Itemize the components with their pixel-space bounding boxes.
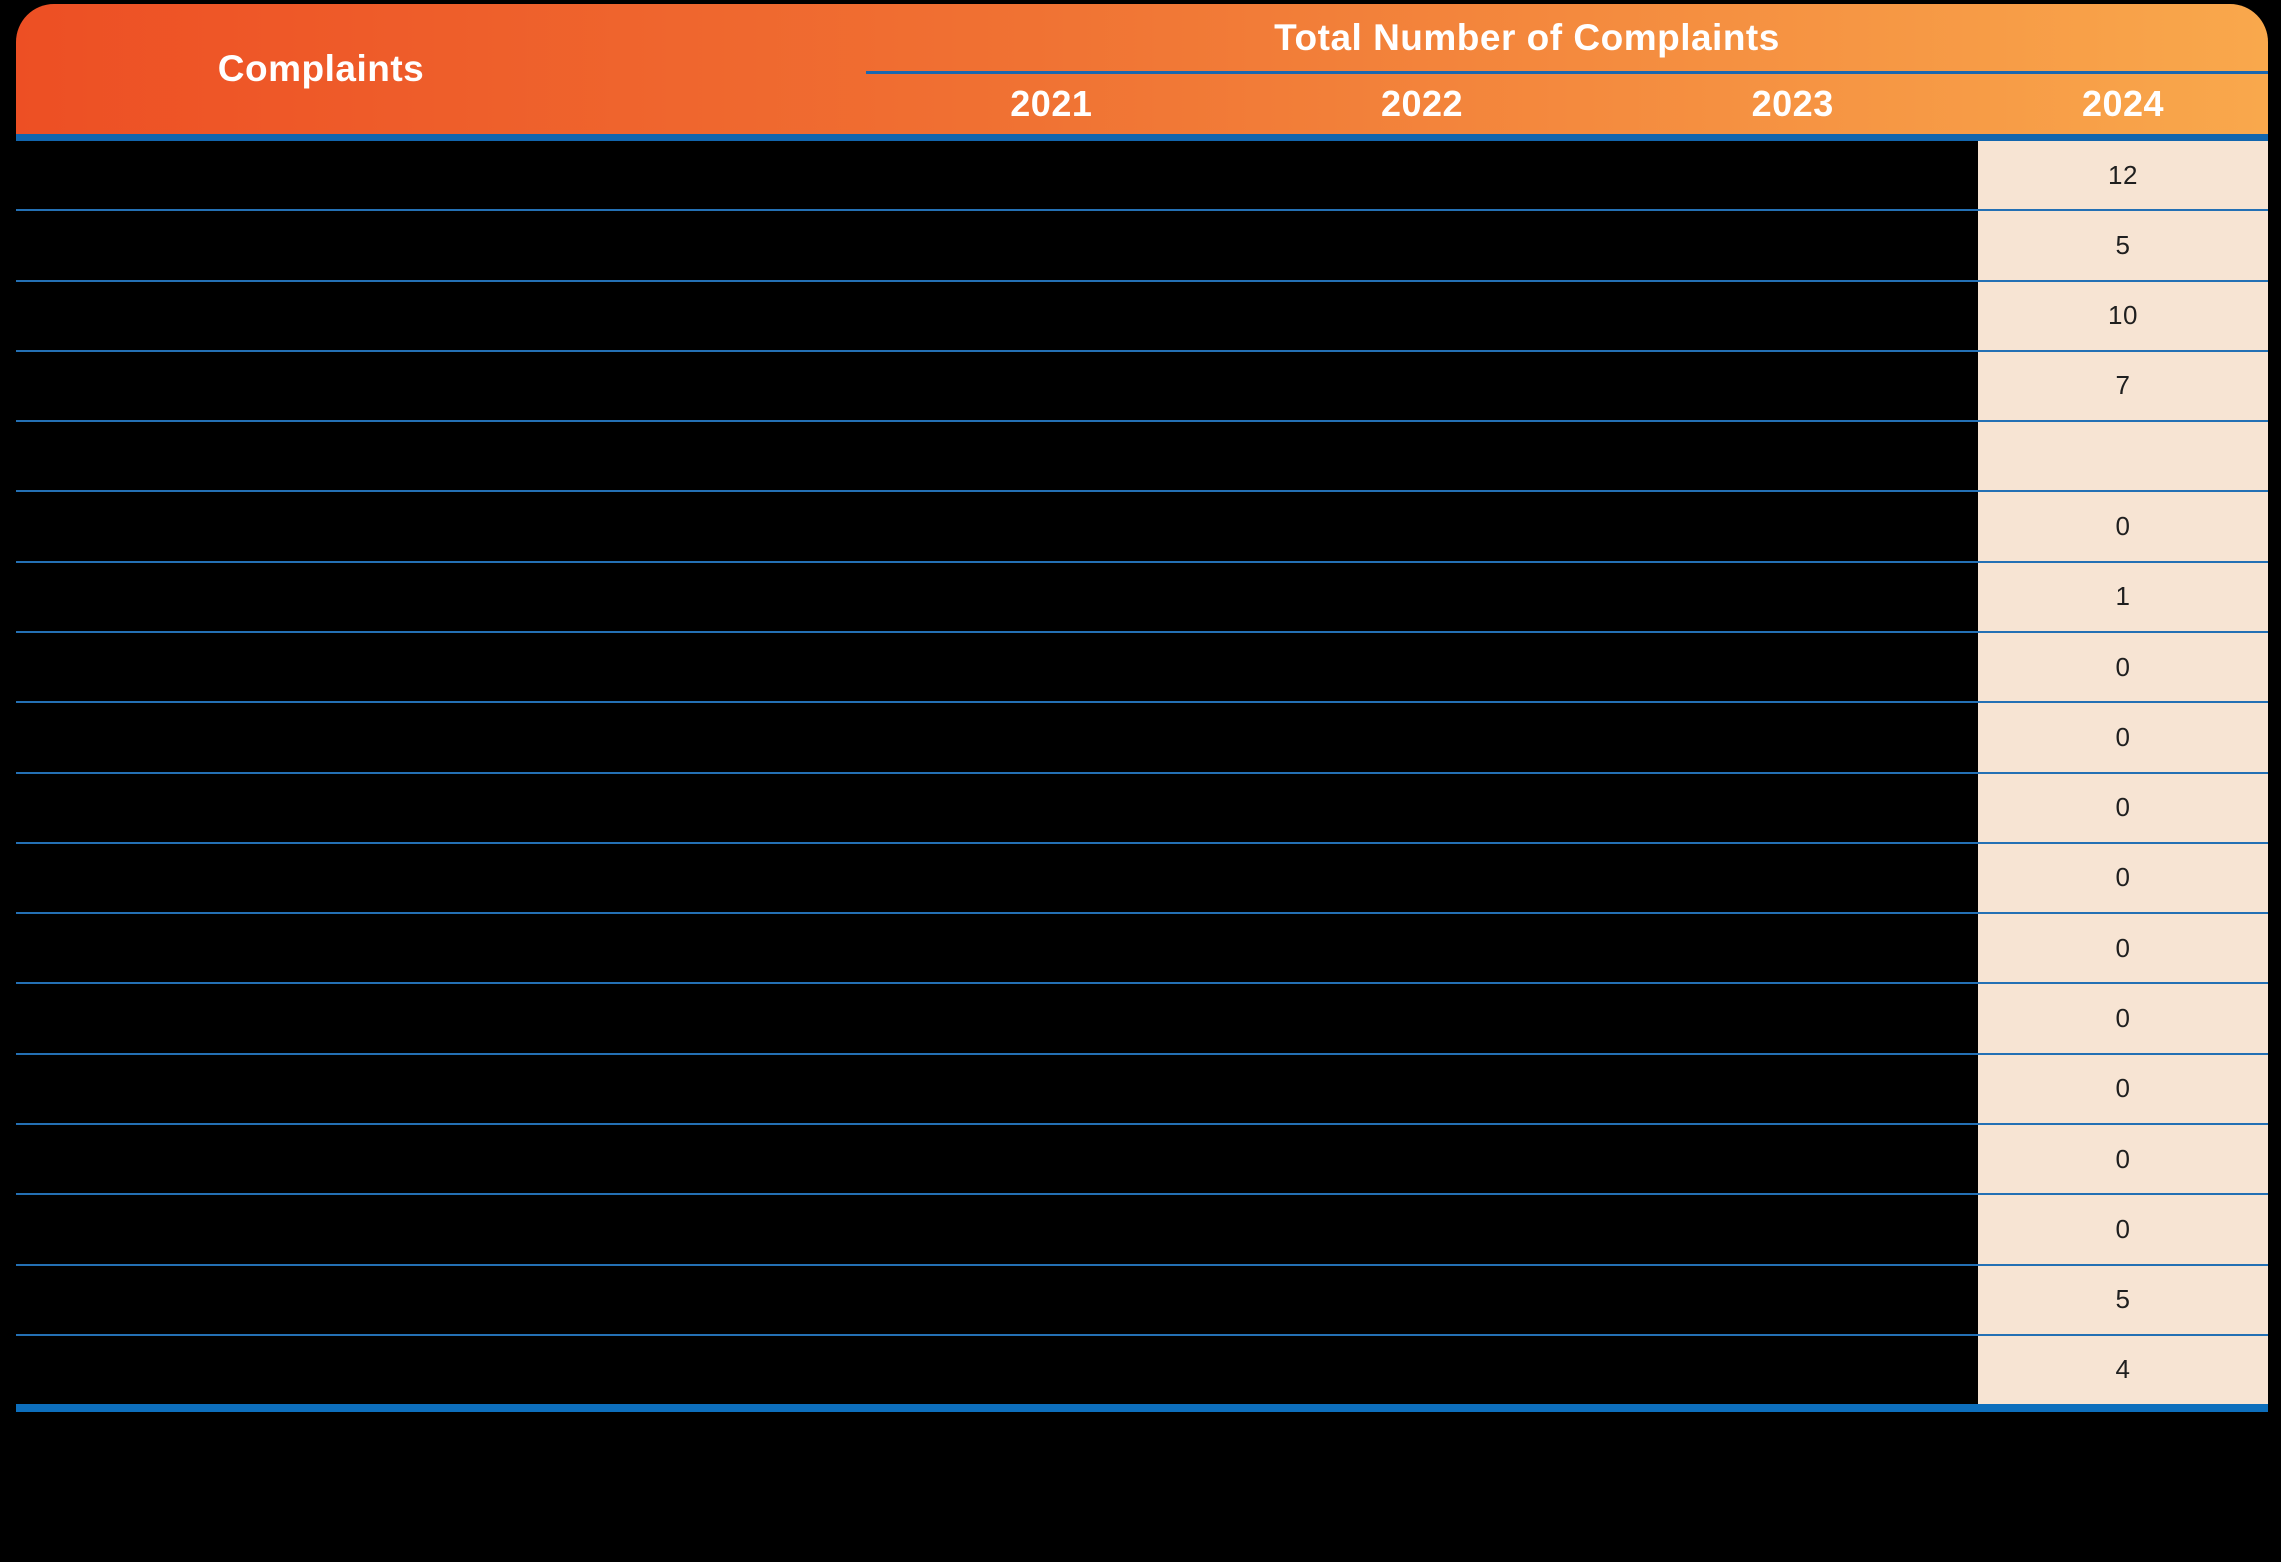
- total-complaints-header: Total Number of Complaints: [1274, 16, 1780, 58]
- value-2024-cell: 4: [1978, 1335, 2268, 1405]
- table-row: 0: [16, 492, 2268, 563]
- table-row: [16, 422, 2268, 493]
- table-body: 12 5 10 7 0 1: [16, 141, 2268, 1405]
- complaint-label-cell: [16, 844, 1978, 912]
- year-header-2023: 2023: [1751, 83, 1834, 124]
- table-row: 0: [16, 632, 2268, 704]
- value-2024-cell: [1978, 422, 2268, 491]
- total-header-underline: [866, 71, 2268, 74]
- table-header: Complaints Total Number of Complaints 20…: [16, 4, 2268, 134]
- year-header-row: 2021 2022 2023 2024: [866, 74, 2268, 134]
- table-row: 0: [16, 773, 2268, 844]
- value-2024-cell: 1: [1978, 562, 2268, 631]
- complaint-label-cell: [16, 211, 1978, 279]
- table-bottom-bar: [16, 1404, 2268, 1412]
- value-2024-cell: 0: [1978, 632, 2268, 702]
- year-header-2024: 2024: [2081, 83, 2165, 124]
- complaint-label-cell: [16, 1336, 1978, 1404]
- table-row: 0: [16, 984, 2268, 1055]
- value-2024-cell: 0: [1978, 1054, 2268, 1123]
- value-2024-cell: 10: [1978, 281, 2268, 350]
- table-row: 7: [16, 351, 2268, 423]
- complaints-column-header: Complaints: [217, 48, 425, 89]
- table-row: 0: [16, 1124, 2268, 1196]
- years-header-region: Total Number of Complaints 2021 2022 202…: [866, 4, 2268, 134]
- header-divider-bar: [16, 134, 2268, 141]
- complaint-label-cell: [16, 1055, 1978, 1123]
- table-row: 0: [16, 843, 2268, 915]
- table-row: 0: [16, 1195, 2268, 1266]
- value-2024-cell: 5: [1978, 1265, 2268, 1334]
- value-2024-cell: 0: [1978, 773, 2268, 842]
- complaint-label-cell: [16, 352, 1978, 420]
- complaint-label-cell: [16, 1125, 1978, 1193]
- value-2024-cell: 0: [1978, 984, 2268, 1053]
- value-2024-cell: 0: [1978, 1195, 2268, 1264]
- value-2024-cell: 5: [1978, 211, 2268, 280]
- complaint-label-cell: [16, 1195, 1978, 1263]
- table-row: 5: [16, 1265, 2268, 1336]
- value-2024-cell: 0: [1978, 843, 2268, 913]
- complaint-label-cell: [16, 914, 1978, 982]
- complaint-label-cell: [16, 984, 1978, 1052]
- table-row: 0: [16, 1054, 2268, 1125]
- value-2024-cell: 0: [1978, 914, 2268, 983]
- table-row: 5: [16, 211, 2268, 282]
- table-row: 4: [16, 1335, 2268, 1405]
- table-row: 10: [16, 281, 2268, 352]
- complaint-label-cell: [16, 633, 1978, 701]
- year-header-2021: 2021: [1010, 83, 1093, 124]
- complaint-label-cell: [16, 774, 1978, 842]
- table-row: 12: [16, 141, 2268, 212]
- complaint-label-cell: [16, 422, 1978, 490]
- value-2024-cell: 0: [1978, 703, 2268, 772]
- year-header-2022: 2022: [1380, 83, 1464, 124]
- table-row: 0: [16, 703, 2268, 774]
- value-2024-cell: 0: [1978, 492, 2268, 561]
- complaint-label-cell: [16, 282, 1978, 350]
- complaints-table: Complaints Total Number of Complaints 20…: [16, 4, 2268, 1412]
- value-2024-cell: 0: [1978, 1124, 2268, 1194]
- table-row: 1: [16, 562, 2268, 633]
- complaint-label-cell: [16, 141, 1978, 209]
- complaint-label-cell: [16, 1266, 1978, 1334]
- complaint-label-cell: [16, 492, 1978, 560]
- table-row: 0: [16, 914, 2268, 985]
- complaint-label-cell: [16, 563, 1978, 631]
- value-2024-cell: 12: [1978, 141, 2268, 210]
- complaint-label-cell: [16, 703, 1978, 771]
- value-2024-cell: 7: [1978, 351, 2268, 421]
